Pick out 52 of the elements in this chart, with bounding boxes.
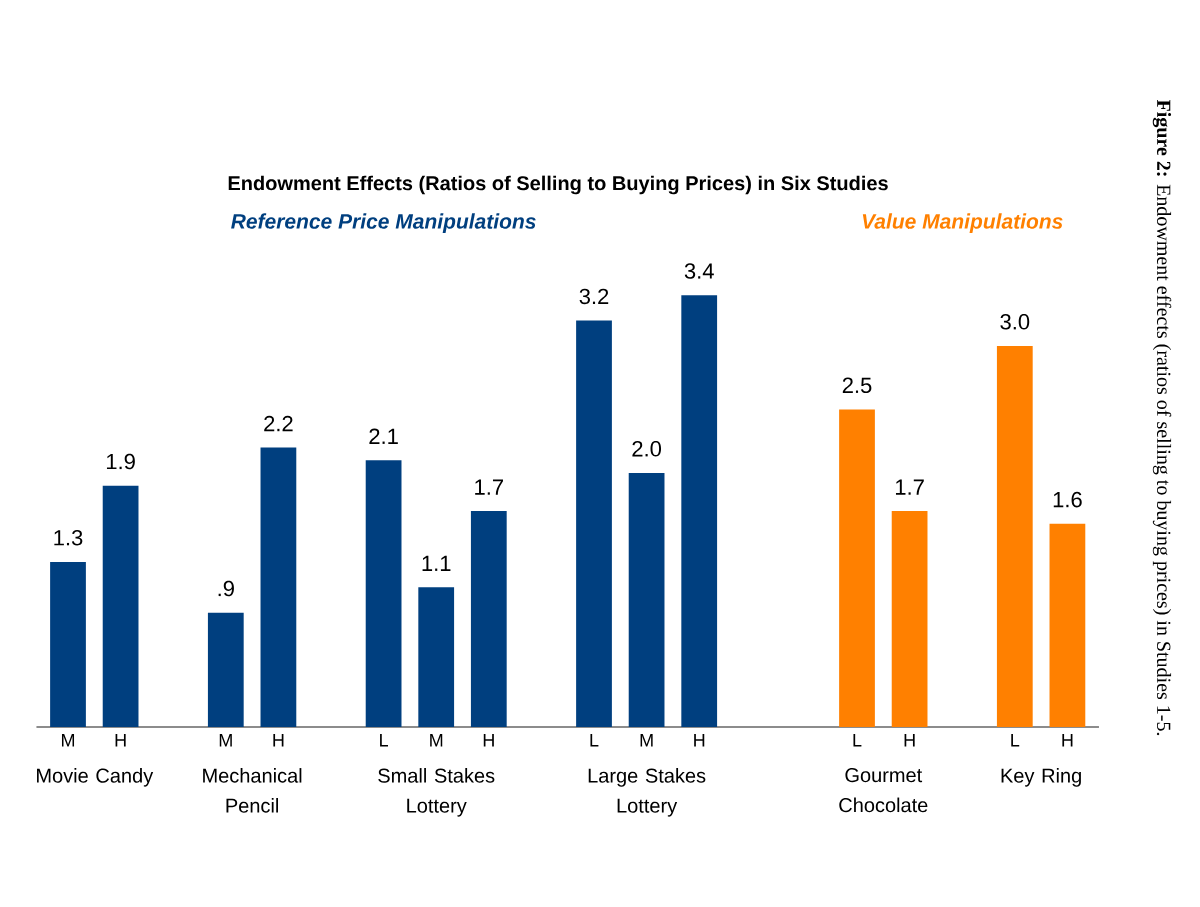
x-tick-label: L	[1011, 734, 1020, 747]
bar	[891, 511, 928, 727]
bar	[839, 409, 875, 727]
x-tick-label: H	[483, 734, 494, 747]
text: Key Ring	[1001, 768, 1081, 787]
data-label: 1.7	[475, 479, 503, 495]
x-tick-label: L	[380, 734, 389, 747]
x-tick-label: L	[590, 734, 599, 747]
x-tick-label: H	[1062, 734, 1073, 747]
bar	[102, 485, 139, 727]
bar	[260, 447, 297, 727]
text: Figure 2: Endowment effects (ratios of selling to buying prices) in Studies 1-5.	[1152, 99, 1172, 736]
bar	[1049, 523, 1086, 727]
bar	[50, 561, 86, 727]
data-label: 2.0	[632, 441, 662, 457]
bar	[418, 587, 455, 727]
data-label: 2.1	[369, 428, 398, 444]
data-label: 3.0	[1000, 314, 1030, 330]
x-tick-label: L	[853, 734, 862, 747]
text: Movie Candy	[37, 768, 154, 787]
x-tick-label: M	[61, 734, 75, 747]
x-tick-label: H	[904, 734, 915, 747]
data-label: 2.5	[842, 377, 872, 394]
text: Reference Price Manipulations	[231, 213, 536, 233]
text: Value Manipulations	[862, 213, 1063, 233]
data-label: 1.1	[422, 555, 451, 571]
data-label: 3.4	[684, 263, 714, 279]
x-tick-label: M	[219, 734, 232, 747]
data-label: 1.7	[895, 479, 924, 495]
x-tick-label: H	[273, 734, 284, 747]
x-tick-label: M	[430, 734, 443, 747]
data-label: .9	[218, 580, 234, 597]
x-tick-label: H	[694, 734, 705, 747]
x-tick-label: M	[640, 734, 653, 747]
text: Gourmet Chocolate	[839, 768, 928, 813]
text: Small Stakes Lottery	[378, 768, 495, 817]
data-label: 1.6	[1053, 491, 1082, 508]
bar	[996, 345, 1033, 727]
data-label: 1.3	[54, 529, 83, 546]
text: Large Stakes Lottery	[588, 768, 706, 817]
data-label: 1.9	[106, 453, 135, 470]
bar	[365, 460, 402, 727]
text: Mechanical Pencil	[203, 768, 302, 813]
data-label: 3.2	[579, 288, 609, 305]
bar	[576, 320, 612, 727]
bar	[628, 473, 665, 727]
chart-title: Endowment Effects (Ratios of Selling to Buying Prices) in Six Studies	[228, 175, 888, 195]
bar	[207, 612, 244, 727]
bar	[470, 511, 507, 727]
bar	[681, 295, 718, 727]
data-label: 2.2	[264, 415, 293, 432]
x-tick-label: H	[115, 734, 126, 747]
